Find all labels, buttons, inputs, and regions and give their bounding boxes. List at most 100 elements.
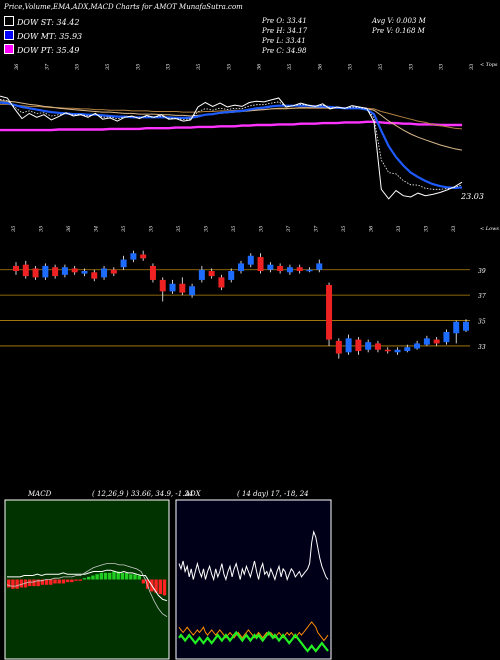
candle-body — [384, 349, 391, 352]
prev-volume: Pre V: 0.168 M — [372, 27, 425, 35]
candle — [355, 337, 362, 355]
candle — [463, 319, 469, 332]
macd-histogram-bar — [28, 579, 32, 587]
candle-body — [345, 338, 352, 353]
candle-body — [404, 347, 411, 352]
price-tick-label: 35 — [478, 319, 486, 326]
candle — [42, 263, 49, 280]
legend-label-pt: DOW PT: 35.49 — [17, 46, 80, 55]
candle — [257, 253, 264, 274]
macd-histogram-bar — [116, 571, 120, 580]
candle-top-label: 35 — [149, 226, 155, 232]
candle-top-label: 35 — [204, 226, 210, 232]
candle — [198, 265, 205, 283]
candle-top-label: 35 — [259, 226, 265, 232]
macd-histogram-bar — [7, 579, 11, 588]
macd-histogram-bar — [112, 571, 116, 580]
candle — [247, 253, 254, 268]
macd-histogram-bar — [137, 575, 141, 580]
macd-histogram-bar — [49, 579, 53, 585]
macd-histogram-bar — [141, 579, 146, 584]
candle — [296, 264, 303, 274]
candle-body — [296, 267, 303, 272]
candle-top-label: 35 — [341, 226, 347, 232]
candle-body — [81, 271, 88, 274]
price-tick-label: 37 — [478, 293, 486, 300]
candle-body — [208, 271, 215, 277]
candle-body — [130, 253, 137, 260]
macd-line — [6, 563, 168, 617]
macd-histogram-bar — [145, 579, 150, 589]
macd-histogram-bar — [120, 572, 125, 580]
adx-params: ( 14 day) 17, -18, 24 — [237, 490, 309, 498]
macd-histogram-bar — [82, 578, 87, 580]
candle-body — [316, 263, 323, 270]
candle — [286, 264, 293, 275]
candle-body — [13, 265, 19, 272]
legend-label-st: DOW ST: 34.42 — [17, 18, 80, 27]
candle — [238, 260, 244, 274]
candle-body — [247, 255, 254, 265]
candle-body — [443, 331, 450, 343]
candle-top-label: 36 — [369, 225, 375, 232]
candle-top-label: 35 — [176, 226, 182, 232]
candle — [277, 263, 284, 274]
candle-top-label: 35 — [121, 226, 127, 232]
candle — [394, 347, 401, 355]
prev-low: Pre L: 33.41 — [262, 37, 306, 45]
candle-body — [433, 339, 440, 344]
candle-body — [228, 271, 235, 280]
chart-title: Price,Volume,EMA,ADX,MACD Charts for AMO… — [4, 3, 243, 11]
macd-histogram-bar — [162, 579, 167, 596]
candle-body — [159, 279, 166, 292]
macd-histogram-bar — [99, 572, 104, 580]
macd-panel — [4, 499, 170, 660]
candle-panel: 39 37 35 33 35 35 36 34 35 35 35 35 35 35 37 37 35 36 33 33… — [0, 225, 486, 359]
candle — [32, 265, 39, 280]
legend-swatch-pt — [4, 44, 14, 54]
candle — [433, 337, 440, 346]
ema-top-label: 35 — [287, 64, 293, 70]
candle-body — [463, 321, 469, 331]
price-tick-label: 33 — [478, 344, 486, 351]
ema-top-label: 36 — [317, 63, 323, 70]
candle — [306, 267, 313, 273]
candle-top-label: 35 — [231, 226, 237, 232]
candle-top-label: 37 — [286, 225, 292, 232]
candle — [81, 268, 88, 277]
ema-top-label: 36 — [257, 63, 263, 70]
macd-histogram-bar — [36, 579, 40, 587]
candle-body — [335, 340, 342, 354]
ema-top-label: 35 — [378, 64, 384, 70]
candle-body — [91, 272, 98, 279]
candle-body — [306, 269, 313, 272]
macd-histogram-bar — [61, 579, 66, 584]
macd-histogram-bar — [65, 579, 70, 583]
candle — [267, 262, 274, 273]
adx-line — [178, 530, 329, 582]
legend-dow-st: DOW ST: 34.42 — [4, 16, 79, 27]
macd-histogram-bar — [74, 579, 78, 581]
candle-body — [453, 321, 460, 334]
candle — [335, 338, 342, 359]
macd-histogram-bar — [70, 579, 74, 583]
candle-body — [71, 268, 78, 273]
price-tick-label: 39 — [478, 268, 486, 275]
ema-top-label: 36 — [14, 63, 20, 70]
macd-histogram-bar — [32, 579, 36, 587]
ema-top-label: 35 — [135, 64, 141, 70]
candle-body — [286, 267, 293, 273]
candle — [189, 283, 196, 298]
candle-body — [61, 267, 68, 275]
candle-body — [140, 254, 147, 259]
candle-body — [267, 264, 274, 270]
ema-top-label: 35 — [196, 64, 202, 70]
candle — [384, 347, 391, 354]
candle-body — [110, 269, 117, 274]
candle-body — [394, 349, 401, 353]
candle — [52, 264, 59, 279]
legend-label-mt: DOW MT: 35.93 — [17, 32, 83, 41]
macd-histogram-bar — [11, 579, 15, 589]
candle — [101, 265, 108, 280]
macd-histogram-bar — [57, 579, 61, 584]
